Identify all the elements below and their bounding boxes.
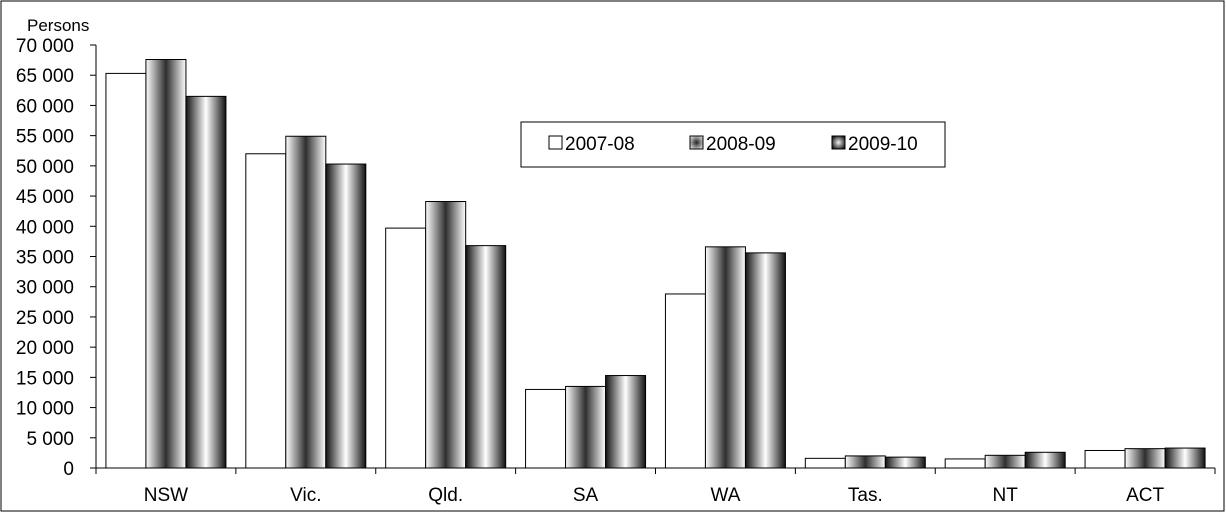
y-axis-ticks: 0 5 000 10 000 15 000 20 000 25 000 30 000 35 0… xyxy=(16,36,96,480)
bar-nsw-2009-10 xyxy=(185,95,227,469)
legend-label-2008-09: 2008-09 xyxy=(706,134,776,155)
legend-item-2009-10: 2009-10 xyxy=(831,134,918,155)
y-tick-label: 40 000 xyxy=(16,217,74,238)
bar-nsw-2008-09 xyxy=(145,59,187,469)
x-category-label: Qld. xyxy=(428,485,463,506)
y-tick-label: 65 000 xyxy=(16,66,74,87)
bars xyxy=(105,59,1206,469)
legend-label-2007-08: 2007-08 xyxy=(565,134,635,155)
y-tick-label: 30 000 xyxy=(16,278,74,299)
bar-act-2008-09 xyxy=(1124,448,1166,469)
bar-wa-2008-09 xyxy=(704,246,746,469)
x-category-label: Vic. xyxy=(290,485,321,506)
bar-wa-2007-08 xyxy=(664,293,706,469)
y-tick-label: 35 000 xyxy=(16,248,74,269)
y-tick-label: 25 000 xyxy=(16,308,74,329)
bar-vic-2007-08 xyxy=(245,153,287,469)
x-category-label: WA xyxy=(710,485,740,506)
bar-act-2009-10 xyxy=(1164,447,1206,469)
bar-nt-2007-08 xyxy=(944,458,986,469)
x-category-label: NT xyxy=(993,485,1019,506)
y-tick-label: 45 000 xyxy=(16,187,74,208)
legend-item-2007-08: 2007-08 xyxy=(548,134,635,155)
legend-box xyxy=(520,121,946,168)
bar-qld-2007-08 xyxy=(385,227,427,469)
bar-nt-2008-09 xyxy=(984,454,1026,469)
bar-sa-2008-09 xyxy=(565,385,607,469)
bar-tas-2007-08 xyxy=(804,457,846,469)
y-tick-label: 10 000 xyxy=(16,399,74,420)
y-tick-label: 70 000 xyxy=(16,36,74,57)
y-tick-label: 5 000 xyxy=(26,429,74,450)
x-category-label: NSW xyxy=(144,485,188,506)
bar-act-2007-08 xyxy=(1084,449,1126,469)
x-category-label: Tas. xyxy=(848,485,883,506)
y-tick-label: 20 000 xyxy=(16,338,74,359)
y-tick-label: 50 000 xyxy=(16,157,74,178)
bar-qld-2009-10 xyxy=(465,245,507,469)
bar-vic-2008-09 xyxy=(285,135,327,469)
bar-sa-2007-08 xyxy=(525,388,567,469)
x-category-label: SA xyxy=(573,485,599,506)
bar-nsw-2007-08 xyxy=(105,72,147,469)
y-tick-label: 0 xyxy=(63,459,74,480)
bar-nt-2009-10 xyxy=(1024,451,1066,469)
bar-wa-2009-10 xyxy=(744,252,786,469)
y-tick-label: 55 000 xyxy=(16,127,74,148)
bar-tas-2009-10 xyxy=(884,456,926,469)
legend-swatch-2008-09 xyxy=(689,135,704,150)
bar-tas-2008-09 xyxy=(844,455,886,469)
bar-qld-2008-09 xyxy=(425,201,467,469)
bar-sa-2009-10 xyxy=(605,375,647,469)
y-tick-label: 15 000 xyxy=(16,368,74,389)
legend-item-2008-09: 2008-09 xyxy=(689,134,776,155)
y-axis-title: Persons xyxy=(27,16,89,35)
legend-label-2009-10: 2009-10 xyxy=(848,134,918,155)
bar-vic-2009-10 xyxy=(325,163,367,469)
legend-swatch-2009-10 xyxy=(831,135,846,150)
x-category-label: ACT xyxy=(1126,485,1164,506)
x-axis-labels: NSW Vic. Qld. SA WA Tas. NT ACT xyxy=(95,468,1216,506)
legend: 2007-08 2008-09 2009-10 xyxy=(520,121,946,168)
y-tick-label: 60 000 xyxy=(16,96,74,117)
legend-swatch-2007-08 xyxy=(548,135,563,150)
